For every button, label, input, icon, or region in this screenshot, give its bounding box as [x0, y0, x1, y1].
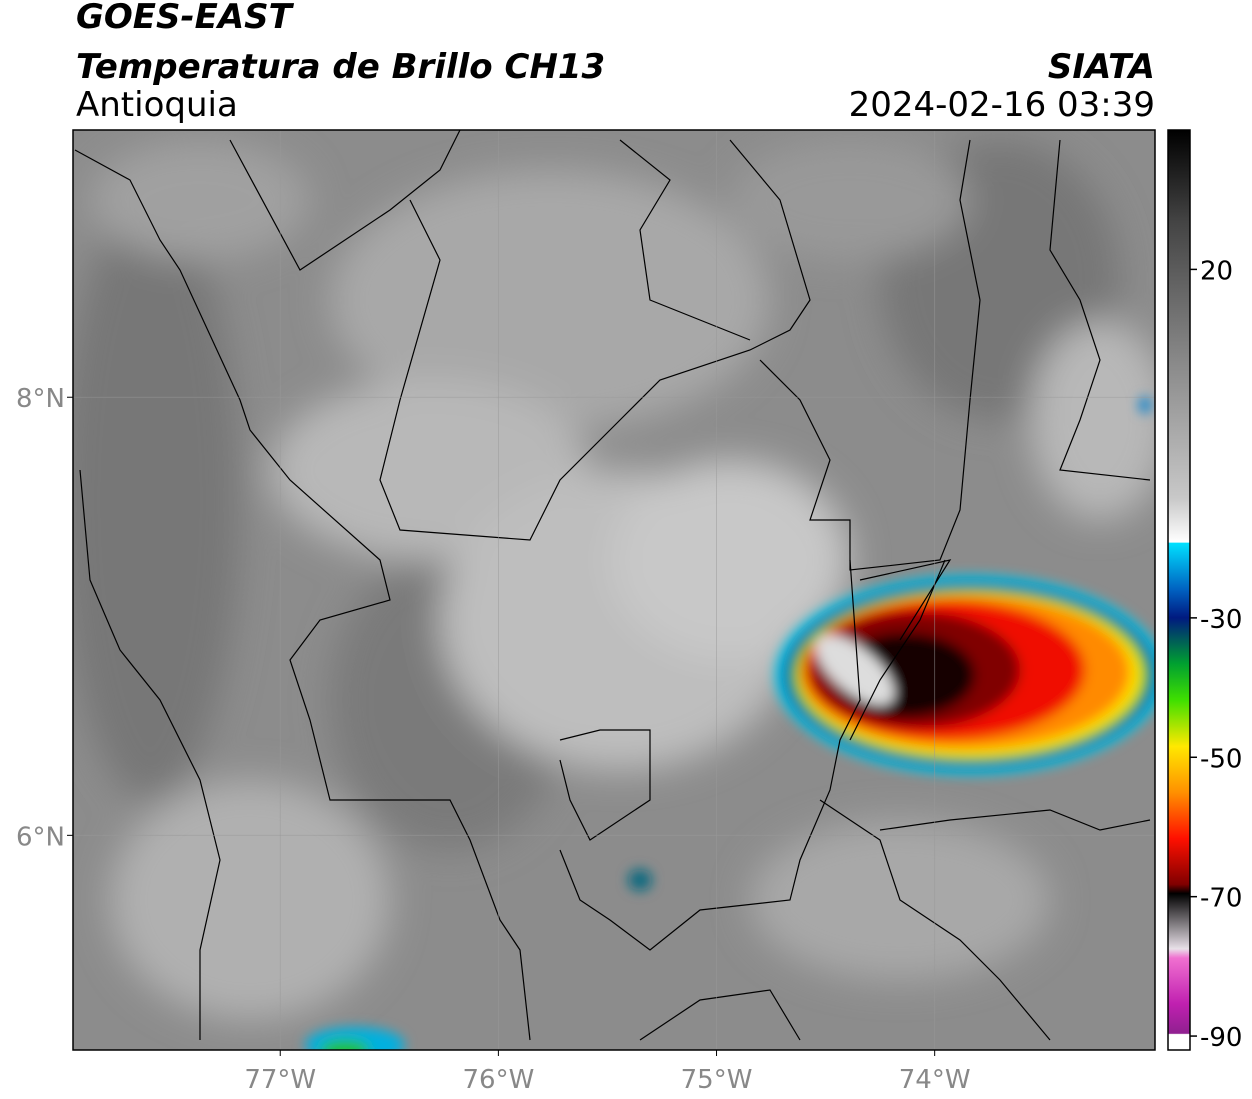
y-tick-label: 8°N: [16, 384, 65, 414]
datetime: 2024-02-16 03:39: [849, 85, 1155, 125]
source: SIATA: [1048, 47, 1155, 87]
subtitle: Temperatura de Brillo CH13: [76, 47, 605, 87]
y-tick-label: 6°N: [16, 822, 65, 852]
storm: [305, 397, 1155, 1050]
colorbar-tick-label: -30: [1200, 605, 1242, 635]
colorbar: [1167, 129, 1191, 1051]
x-tick-label: 76°W: [462, 1065, 534, 1095]
satellite-image: [73, 130, 1155, 1050]
region: Antioquia: [76, 85, 238, 125]
colorbar-tick-label: -70: [1200, 884, 1242, 914]
map-frame: [72, 129, 1156, 1051]
x-tick-label: 77°W: [244, 1065, 316, 1095]
colorbar-tick-label: 20: [1200, 256, 1233, 286]
x-tick-label: 74°W: [899, 1065, 971, 1095]
x-tick-label: 75°W: [681, 1065, 753, 1095]
borders: [74, 130, 1151, 1041]
title: GOES-EAST: [76, 0, 295, 37]
grid: [73, 130, 1155, 1050]
colorbar-tick-label: -90: [1200, 1023, 1242, 1053]
colorbar-tick-label: -50: [1200, 744, 1242, 774]
